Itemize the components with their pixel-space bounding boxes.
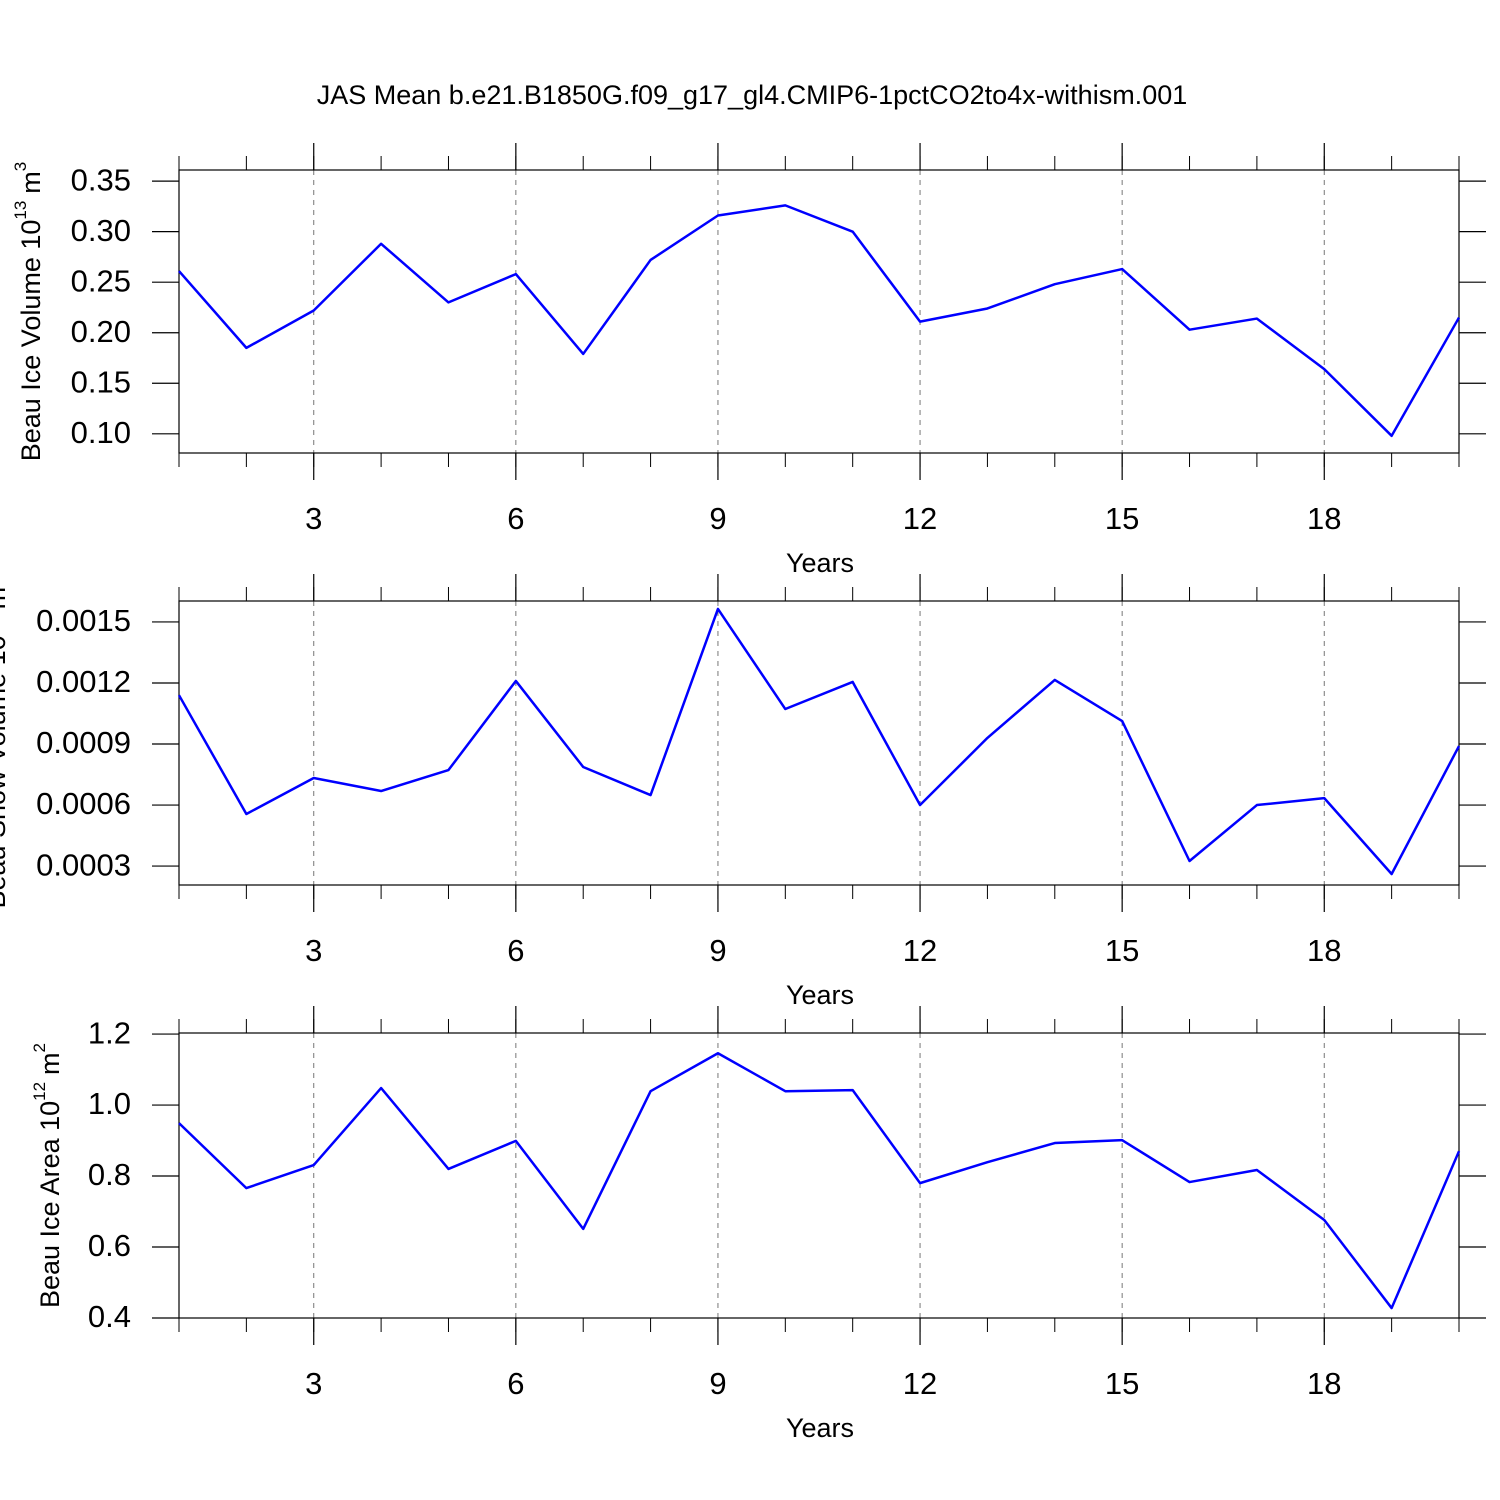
- chart-title: JAS Mean b.e21.B1850G.f09_g17_gl4.CMIP6-…: [317, 80, 1188, 110]
- x-tick-label: 12: [903, 1366, 937, 1401]
- x-tick-label: 6: [507, 933, 524, 968]
- x-tick-label: 9: [709, 1366, 726, 1401]
- y-tick-label: 1.2: [88, 1015, 131, 1050]
- y-label-exponent: 12: [30, 1082, 49, 1101]
- y-label-text: Beau Ice Area 10: [35, 1101, 65, 1308]
- y-label-text: Beau Snow Volume 10: [0, 635, 11, 908]
- x-axis-label: Years: [786, 980, 854, 1010]
- x-tick-label: 3: [305, 501, 322, 536]
- plot-frame: [178, 600, 1460, 886]
- y-tick-label: 0.0012: [36, 664, 131, 699]
- x-tick-label: 18: [1307, 933, 1341, 968]
- x-tick-label: 15: [1105, 501, 1139, 536]
- plot-frame: [178, 169, 1460, 454]
- x-tick-label: 6: [507, 1366, 524, 1401]
- x-tick-label: 3: [305, 933, 322, 968]
- data-line: [178, 1051, 1461, 1310]
- y-tick-label: 0.6: [88, 1228, 131, 1263]
- data-line: [177, 607, 1461, 876]
- x-tick-label: 18: [1307, 1366, 1341, 1401]
- y-tick-label: 0.8: [88, 1157, 131, 1192]
- x-tick-label: 15: [1105, 1366, 1139, 1401]
- y-label-unit-exponent: 2: [30, 1043, 49, 1052]
- x-tick-label: 9: [709, 501, 726, 536]
- plot-frame: [178, 1032, 1460, 1319]
- y-tick-label: 0.0009: [36, 725, 131, 760]
- data-line: [178, 204, 1461, 438]
- y-label-unit: m: [16, 171, 46, 194]
- y-tick-label: 0.30: [71, 213, 131, 248]
- y-label-exponent: 13: [11, 201, 30, 220]
- x-tick-label: 12: [903, 501, 937, 536]
- y-tick-label: 0.0003: [36, 847, 131, 882]
- y-axis-label: Beau Ice Volume 1013 m3: [11, 162, 46, 462]
- y-tick-label: 0.20: [71, 314, 131, 349]
- y-tick-label: 0.25: [71, 263, 131, 298]
- x-axis-label: Years: [786, 548, 854, 578]
- y-tick-label: 0.4: [88, 1299, 131, 1334]
- x-tick-label: 3: [305, 1366, 322, 1401]
- x-tick-label: 12: [903, 933, 937, 968]
- y-tick-label: 0.15: [71, 364, 131, 399]
- x-tick-label: 18: [1307, 501, 1341, 536]
- y-label-unit: m: [35, 1052, 65, 1075]
- y-axis-label: Beau Ice Area 1012 m2: [30, 1043, 65, 1308]
- y-tick-label: 0.10: [71, 415, 131, 450]
- x-axis-label: Years: [786, 1413, 854, 1443]
- y-tick-label: 0.35: [71, 162, 131, 197]
- y-label-text: Beau Ice Volume 10: [16, 220, 46, 462]
- y-tick-label: 0.0006: [36, 786, 131, 821]
- y-tick-label: 1.0: [88, 1086, 131, 1121]
- x-tick-label: 9: [709, 933, 726, 968]
- y-label-unit-exponent: 3: [11, 162, 30, 171]
- x-tick-label: 6: [507, 501, 524, 536]
- y-label-unit: m: [0, 587, 11, 610]
- y-tick-label: 0.0015: [36, 603, 131, 638]
- y-axis-label: Beau Snow Volume 1013m3: [0, 577, 11, 908]
- x-tick-label: 15: [1105, 933, 1139, 968]
